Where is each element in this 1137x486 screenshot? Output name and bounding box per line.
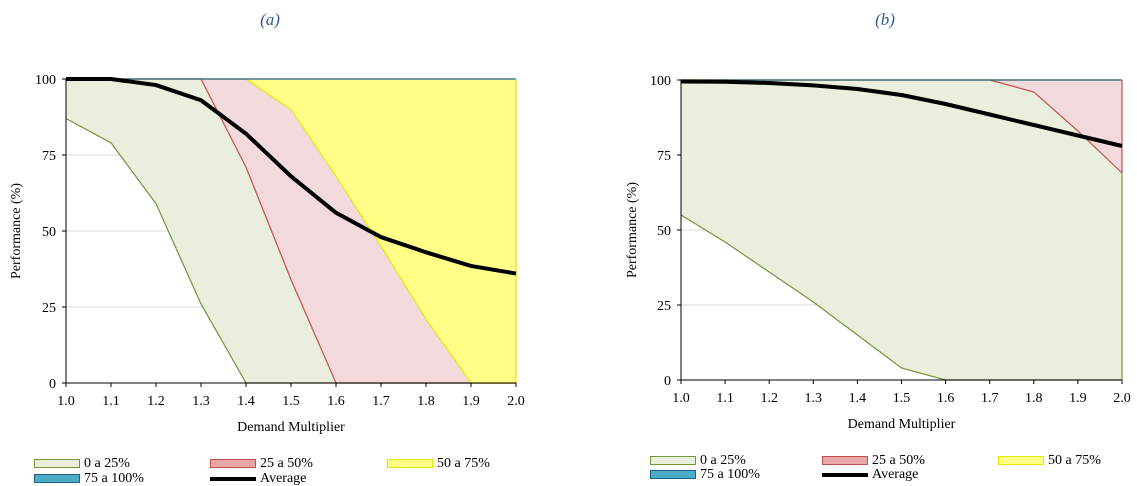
chart-panel-b: (b) 1.0 1.1 1.2 1.3 1.4 1.5 1.6 1.7 1.8 1.9 2.0 0 25… [568, 0, 1136, 486]
legend-item-50-75: 50 a 75% [387, 457, 490, 471]
legend-swatch [998, 456, 1044, 466]
legend-swatch [822, 456, 868, 466]
y-axis-label: Performance (%) [9, 183, 24, 279]
legend-item-50-75: 50 a 75% [998, 454, 1101, 468]
legend-label: 50 a 75% [1048, 453, 1101, 468]
x-tick-label: 1.5 [282, 394, 300, 409]
legend-swatch [210, 459, 256, 469]
x-axis-label: Demand Multiplier [237, 420, 345, 435]
legend-swatch [650, 456, 696, 466]
x-tick-label: 1.4 [237, 394, 255, 409]
chart-panel-a: (a) 1.0 1.1 1.2 1.3 1.4 1.5 1.6 1.7 1.8 1.9 2.0 0 25… [0, 0, 568, 486]
x-tick-label: 1.5 [893, 391, 911, 406]
legend-item-average: Average [822, 468, 918, 482]
x-tick-label: 2.0 [507, 394, 525, 409]
band-area [66, 79, 516, 383]
band-area [66, 79, 516, 383]
legend-swatch [210, 476, 256, 481]
y-axis-label: Performance (%) [625, 182, 640, 278]
average-line [66, 77, 517, 276]
x-tick-label: 1.9 [462, 394, 480, 409]
legend-label: 75 a 100% [700, 467, 760, 482]
y-tick-label: 25 [657, 299, 671, 314]
x-tick-label: 1.7 [981, 391, 999, 406]
legend-item-25-50: 25 a 50% [210, 457, 313, 471]
x-tick-label: 1.2 [147, 394, 165, 409]
legend-item-75-100: 75 a 100% [34, 472, 144, 486]
x-tick-label: 1.9 [1069, 391, 1087, 406]
y-tick-label: 50 [42, 225, 56, 240]
x-tick-label: 1.3 [192, 394, 210, 409]
band-area [681, 80, 1122, 380]
x-tick-label: 1.0 [672, 391, 690, 406]
x-tick-label: 1.8 [1025, 391, 1043, 406]
legend-label: Average [260, 471, 307, 486]
chart-svg: 1.0 1.1 1.2 1.3 1.4 1.5 1.6 1.7 1.8 1.9 2.0 0 25 50 75… [625, 74, 1131, 432]
x-tick-label: 1.6 [327, 394, 345, 409]
y-tick-label: 50 [657, 224, 671, 239]
legend-label: 0 a 25% [700, 453, 746, 468]
y-tick-label: 75 [42, 149, 56, 164]
legend-label: 25 a 50% [872, 453, 925, 468]
x-tick-label: 1.6 [937, 391, 955, 406]
legend-item-25-50: 25 a 50% [822, 454, 925, 468]
legend-swatch [822, 472, 868, 477]
x-axis-label: Demand Multiplier [848, 417, 956, 432]
legend-label: 25 a 50% [260, 456, 313, 471]
legend-item-0-25: 0 a 25% [650, 454, 746, 468]
y-tick-label: 100 [650, 74, 671, 89]
y-tick-label: 0 [49, 377, 56, 392]
x-tick-label: 1.4 [849, 391, 867, 406]
x-tick-label: 1.3 [805, 391, 823, 406]
x-tick-label: 1.7 [372, 394, 390, 409]
x-tick-label: 1.8 [417, 394, 435, 409]
legend-label: 75 a 100% [84, 471, 144, 486]
legend-label: 0 a 25% [84, 456, 130, 471]
legend-item-0-25: 0 a 25% [34, 457, 130, 471]
legend-label: 50 a 75% [437, 456, 490, 471]
legend-swatch [34, 459, 80, 469]
x-tick-label: 1.0 [57, 394, 75, 409]
band-area [681, 80, 1122, 173]
y-tick-label: 25 [42, 301, 56, 316]
y-tick-label: 100 [35, 73, 56, 88]
legend-item-75-100: 75 a 100% [650, 468, 760, 482]
legend-swatch [34, 474, 80, 484]
panel-label: (b) [875, 10, 895, 29]
x-tick-label: 2.0 [1113, 391, 1131, 406]
x-tick-label: 1.1 [102, 394, 120, 409]
legend-item-average: Average [210, 472, 306, 486]
legend-swatch [387, 459, 433, 469]
y-tick-label: 75 [657, 149, 671, 164]
x-tick-label: 1.2 [760, 391, 778, 406]
average-line [680, 79, 1123, 148]
chart-svg: 1.0 1.1 1.2 1.3 1.4 1.5 1.6 1.7 1.8 1.9 2.0 0 25 50 75… [9, 73, 525, 435]
legend-swatch [650, 470, 696, 480]
band-area [66, 79, 516, 383]
panel-label: (a) [260, 10, 280, 29]
legend-label: Average [872, 467, 919, 482]
x-tick-label: 1.1 [716, 391, 734, 406]
y-tick-label: 0 [664, 374, 671, 389]
